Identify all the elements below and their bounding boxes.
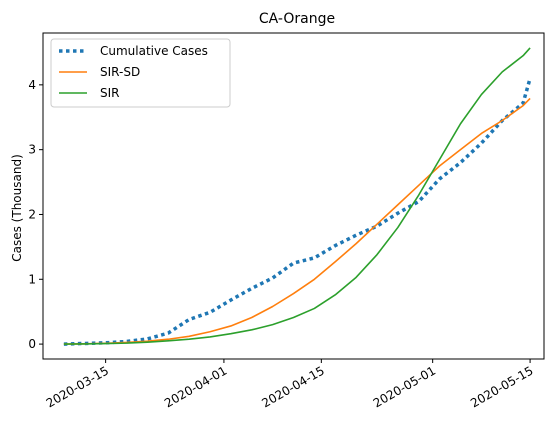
y-tick-label: 3 — [28, 143, 36, 157]
legend-box — [50, 38, 231, 108]
legend: Cumulative Cases SIR-SD SIR — [50, 38, 231, 108]
y-axis-ticks: 0 1 2 3 4 — [28, 78, 43, 351]
x-tick-label: 2020-05-15 — [468, 363, 535, 410]
x-tick-label: 2020-04-15 — [259, 363, 326, 410]
y-tick-label: 1 — [28, 272, 36, 286]
x-tick-label: 2020-04-01 — [162, 363, 229, 410]
legend-label: SIR-SD — [100, 65, 140, 79]
legend-label: SIR — [100, 86, 120, 100]
plot-frame — [42, 32, 545, 360]
x-tick-label: 2020-03-15 — [44, 363, 111, 410]
x-axis-ticks: 2020-03-15 2020-04-01 2020-04-15 2020-05-01… — [44, 359, 536, 410]
y-axis-label: Cases (Thousand) — [10, 154, 24, 262]
chart-title: CA-Orange — [259, 11, 335, 27]
legend-label: Cumulative Cases — [100, 44, 208, 58]
x-tick-label: 2020-05-01 — [371, 363, 438, 410]
y-tick-label: 2 — [28, 207, 36, 221]
series-line-cumulative-cases — [63, 77, 532, 346]
y-tick-label: 4 — [28, 78, 36, 92]
y-tick-label: 0 — [28, 337, 36, 351]
series-line-sir — [63, 47, 531, 345]
series-line-sir-sd — [63, 97, 531, 345]
series-group — [63, 47, 532, 346]
